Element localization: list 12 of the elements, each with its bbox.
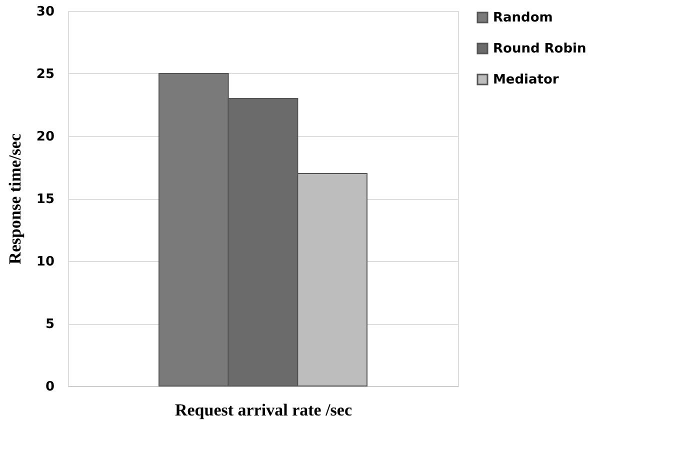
y-tick-label: 15 (36, 192, 54, 207)
legend-label: Random (493, 10, 553, 26)
legend-label: Mediator (493, 72, 560, 88)
y-tick-label: 0 (45, 380, 54, 394)
y-tick-label: 25 (36, 67, 54, 82)
y-tick-label: 20 (36, 130, 54, 144)
y-tick-label: 10 (36, 254, 54, 270)
y-tick-label: 5 (45, 317, 54, 332)
y-axis-title: Response time/sec (5, 133, 24, 264)
y-tick-label: 30 (36, 4, 54, 20)
x-axis-title: Request arrival rate /sec (174, 400, 352, 420)
legend-label: Round Robin (493, 42, 586, 56)
